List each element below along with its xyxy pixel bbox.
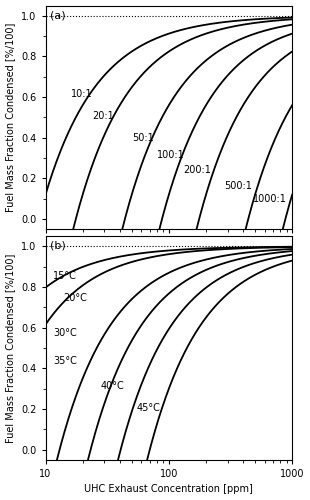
X-axis label: UHC Exhaust Concentration [ppm]: UHC Exhaust Concentration [ppm] bbox=[84, 484, 253, 494]
Text: 10:1: 10:1 bbox=[71, 89, 92, 99]
Y-axis label: Fuel Mass Fraction Condensed [%/100]: Fuel Mass Fraction Condensed [%/100] bbox=[6, 22, 16, 212]
Text: 30°C: 30°C bbox=[53, 328, 77, 338]
Y-axis label: Fuel Mass Fraction Condensed [%/100]: Fuel Mass Fraction Condensed [%/100] bbox=[6, 254, 16, 442]
Text: 50:1: 50:1 bbox=[132, 132, 153, 142]
Text: 35°C: 35°C bbox=[53, 356, 77, 366]
Text: (b): (b) bbox=[51, 240, 66, 250]
Text: 20:1: 20:1 bbox=[92, 112, 114, 122]
Text: 100:1: 100:1 bbox=[157, 150, 185, 160]
Text: 40°C: 40°C bbox=[101, 380, 124, 390]
Text: 20°C: 20°C bbox=[64, 293, 87, 303]
Text: 200:1: 200:1 bbox=[183, 166, 211, 175]
Text: 1000:1: 1000:1 bbox=[253, 194, 287, 203]
Text: 45°C: 45°C bbox=[137, 403, 161, 413]
Text: (a): (a) bbox=[51, 10, 66, 20]
Text: 15°C: 15°C bbox=[53, 271, 77, 281]
Text: 500:1: 500:1 bbox=[224, 180, 252, 190]
